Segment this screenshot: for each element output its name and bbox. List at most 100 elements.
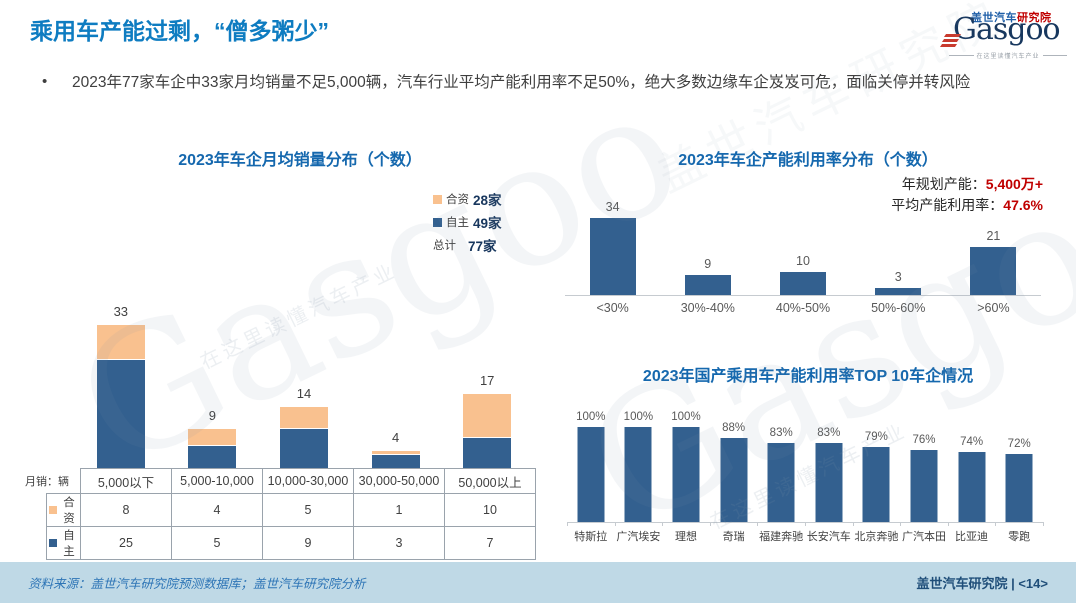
bar: [910, 449, 938, 522]
legend-swatch-orange: [433, 194, 442, 204]
stacked-bar: [371, 450, 420, 468]
bar-value-label: 21: [986, 229, 1001, 244]
bar-segment-domestic: [96, 359, 145, 468]
axis-tick: [614, 522, 616, 526]
bar-slot: 88%: [710, 420, 758, 522]
x-tick-label: 广汽埃安: [616, 531, 661, 543]
chart2-annotation: 年规划产能：5,400万+ 平均产能利用率：47.6%: [891, 174, 1043, 216]
chart3-title: 2023年国产乘用车产能利用率TOP 10车企情况: [642, 368, 974, 385]
logo-brand-text: 盖世汽车: [971, 12, 1017, 24]
table-cell: 1: [353, 493, 445, 527]
bar-value-label: 100%: [576, 411, 606, 423]
axis-tick: [947, 522, 949, 526]
bar-value-label: 3: [894, 270, 902, 285]
x-tick-label: 北京奔驰: [854, 531, 899, 543]
stacked-bar: [279, 407, 328, 468]
legend-count: 28家: [473, 193, 502, 208]
table-cell: 3: [353, 526, 445, 560]
logo-stripe-icon: [939, 44, 958, 47]
axis-tick: [900, 522, 902, 526]
legend-item-joint-venture: 合资 28家: [433, 191, 502, 208]
axis-tick: [995, 522, 997, 526]
x-tick-label: <30%: [596, 301, 629, 315]
bar-slot: 9: [167, 290, 259, 468]
chart1-plot-area: 33 9 14 4 17: [75, 290, 533, 468]
axis-tick: [757, 522, 759, 526]
chart1-data-table: 5,000以下 5,000-10,000 10,000-30,000 30,00…: [46, 468, 536, 560]
bar-value-label: 100%: [671, 411, 701, 423]
bar: [958, 451, 986, 522]
table-row-domestic: 自主 25 5 9 3 7: [46, 526, 536, 560]
x-tick-label: 比亚迪: [955, 531, 989, 543]
bar-total-label: 14: [296, 386, 312, 402]
logo-stripe-icon: [943, 34, 962, 37]
bar-value-label: 72%: [1007, 437, 1031, 450]
bar: [862, 446, 890, 522]
bar-slot: 17: [441, 290, 533, 468]
stacked-bar: [96, 325, 145, 468]
bar-segment-joint-venture: [463, 394, 512, 438]
bullet-item: • 2023年77家车企中33家月均销量不足5,000辆，汽车行业平均产能利用率…: [42, 72, 1050, 94]
x-tick-label: 奇瑞: [722, 531, 745, 543]
table-corner-cell: [47, 469, 81, 494]
x-tick-label: 40%-50%: [775, 301, 831, 315]
bar-segment-joint-venture: [279, 407, 328, 430]
bar: [970, 247, 1017, 295]
bar-value-label: 83%: [769, 427, 793, 440]
bar-slot: 21: [946, 198, 1041, 295]
x-tick-label: 特斯拉: [574, 531, 608, 543]
bar-value-label: 79%: [864, 430, 888, 443]
legend-count: 49家: [473, 216, 502, 231]
x-tick-label: 理想: [674, 531, 697, 543]
bar-total-label: 9: [208, 408, 216, 424]
gasgoo-logo: 盖世汽车研究院 Gasgoo 在这里读懂汽车产业: [939, 8, 1073, 60]
footer-source-text: 资料来源：盖世汽车研究院预测数据库；盖世汽车研究院分析: [28, 577, 366, 591]
axis-tick: [662, 522, 664, 526]
bar-slot: 100%: [662, 411, 710, 522]
axis-tick: [852, 522, 854, 526]
x-tick-label: 30%-40%: [680, 301, 735, 315]
bar-segment-joint-venture: [96, 325, 145, 360]
bar-segment-domestic: [279, 429, 328, 468]
bar-slot: 33: [75, 290, 167, 468]
axis-tick: [709, 522, 711, 526]
bar: [767, 443, 795, 522]
table-cell: 5: [171, 526, 263, 560]
axis-tick: [805, 522, 806, 526]
legend-item-domestic: 自主 49家: [433, 214, 502, 231]
bar: [815, 443, 843, 522]
logo-wordmark: Gasgoo: [953, 12, 1061, 47]
bar-value-label: 83%: [817, 427, 841, 440]
legend-swatch-blue: [49, 539, 57, 547]
x-tick-label: >60%: [977, 301, 1010, 315]
legend-label: 合资: [446, 194, 469, 206]
bar-slot: 83%: [757, 420, 805, 522]
bar: [720, 438, 748, 522]
bar: [875, 288, 922, 295]
chart1-title: 2023年车企月均销量分布（个数）: [178, 152, 422, 169]
table-header-cell: 10,000-30,000: [262, 468, 354, 494]
bar-value-label: 74%: [960, 435, 984, 448]
bar-value-label: 34: [605, 199, 620, 214]
bar-segment-domestic: [371, 455, 420, 468]
bar-slot: 76%: [900, 420, 948, 522]
footer-page-number: 盖世汽车研究院 | <14>: [916, 576, 1048, 591]
logo-institute-text: 研究院: [1017, 12, 1052, 24]
table-row-label: 自主: [46, 526, 81, 560]
axis-tick: [567, 522, 568, 526]
chart2-category-axis: <30% 30%-40% 40%-50% 50%-60% >60%: [565, 301, 1041, 315]
chart2-plot-area: 34 9 10 3 21: [565, 198, 1041, 296]
bar-slot: 100%: [567, 411, 615, 522]
legend-label: 自主: [446, 217, 469, 229]
table-row-joint-venture: 合资 8 4 5 1 10: [46, 493, 536, 527]
bar: [672, 427, 700, 522]
annotation-value: 47.6%: [1003, 197, 1043, 213]
annotation-label: 年规划产能：: [901, 176, 986, 192]
legend-label: 总计: [433, 240, 456, 252]
table-header-cell: 5,000以下: [80, 468, 172, 494]
chart1-axis-unit-label: 月销：辆: [25, 476, 69, 488]
bar: [1005, 453, 1033, 522]
bar: [589, 217, 636, 295]
bar-slot: 72%: [995, 420, 1043, 522]
annotation-value: 5,400万+: [985, 176, 1043, 192]
